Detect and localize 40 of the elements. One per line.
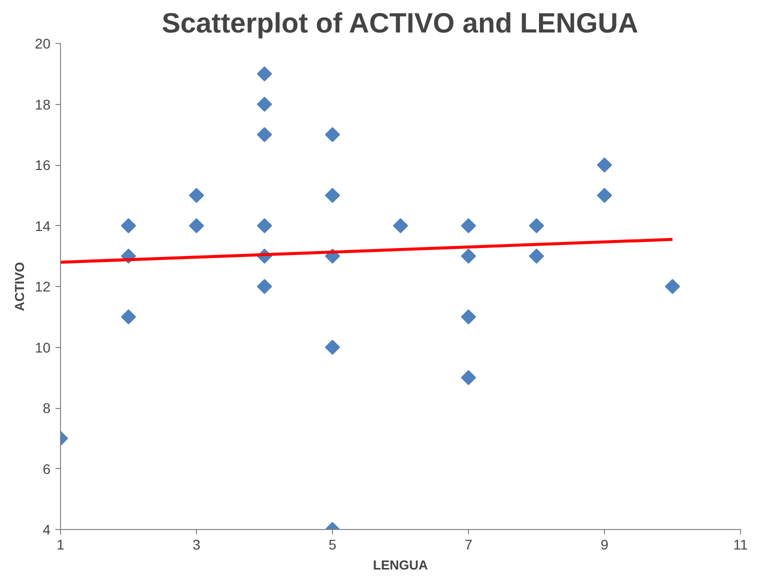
point [324,127,340,142]
y-tick-label: 20 [34,36,51,52]
point [188,218,204,234]
point [324,340,340,355]
x-tick-label: 5 [328,536,337,552]
y-tick-label: 12 [34,278,51,294]
x-tick-label: 1 [56,536,65,552]
point [392,218,408,234]
point [460,218,476,234]
point [256,218,272,234]
x-tick-label: 9 [600,536,609,552]
y-tick-label: 14 [34,218,51,234]
y-tick-label: 16 [34,157,51,173]
point [324,188,340,203]
y-tick-label: 6 [42,460,51,477]
point [460,309,476,324]
point [596,188,612,203]
y-axis-title: ACTIVO [12,262,27,312]
y-tick-label: 4 [42,522,51,538]
x-tick-label: 3 [192,536,201,552]
point [256,278,272,294]
x-axis-title: LENGUA [373,558,429,572]
x-tick-label: 11 [733,536,748,552]
point [528,248,544,264]
point [256,66,272,82]
point [120,218,136,234]
y-tick-label: 18 [34,96,51,112]
point [596,157,612,173]
y-tick-label: 8 [42,400,51,416]
point [256,96,272,112]
chart-title: Scatterplot of ACTIVO and LENGUA [162,8,638,38]
point [528,218,544,234]
point [460,248,476,264]
point [188,188,204,203]
y-tick-label: 10 [34,339,51,356]
point [256,127,272,142]
point [460,370,476,386]
point [664,278,680,294]
x-tick-label: 7 [464,536,473,552]
point [120,309,136,324]
